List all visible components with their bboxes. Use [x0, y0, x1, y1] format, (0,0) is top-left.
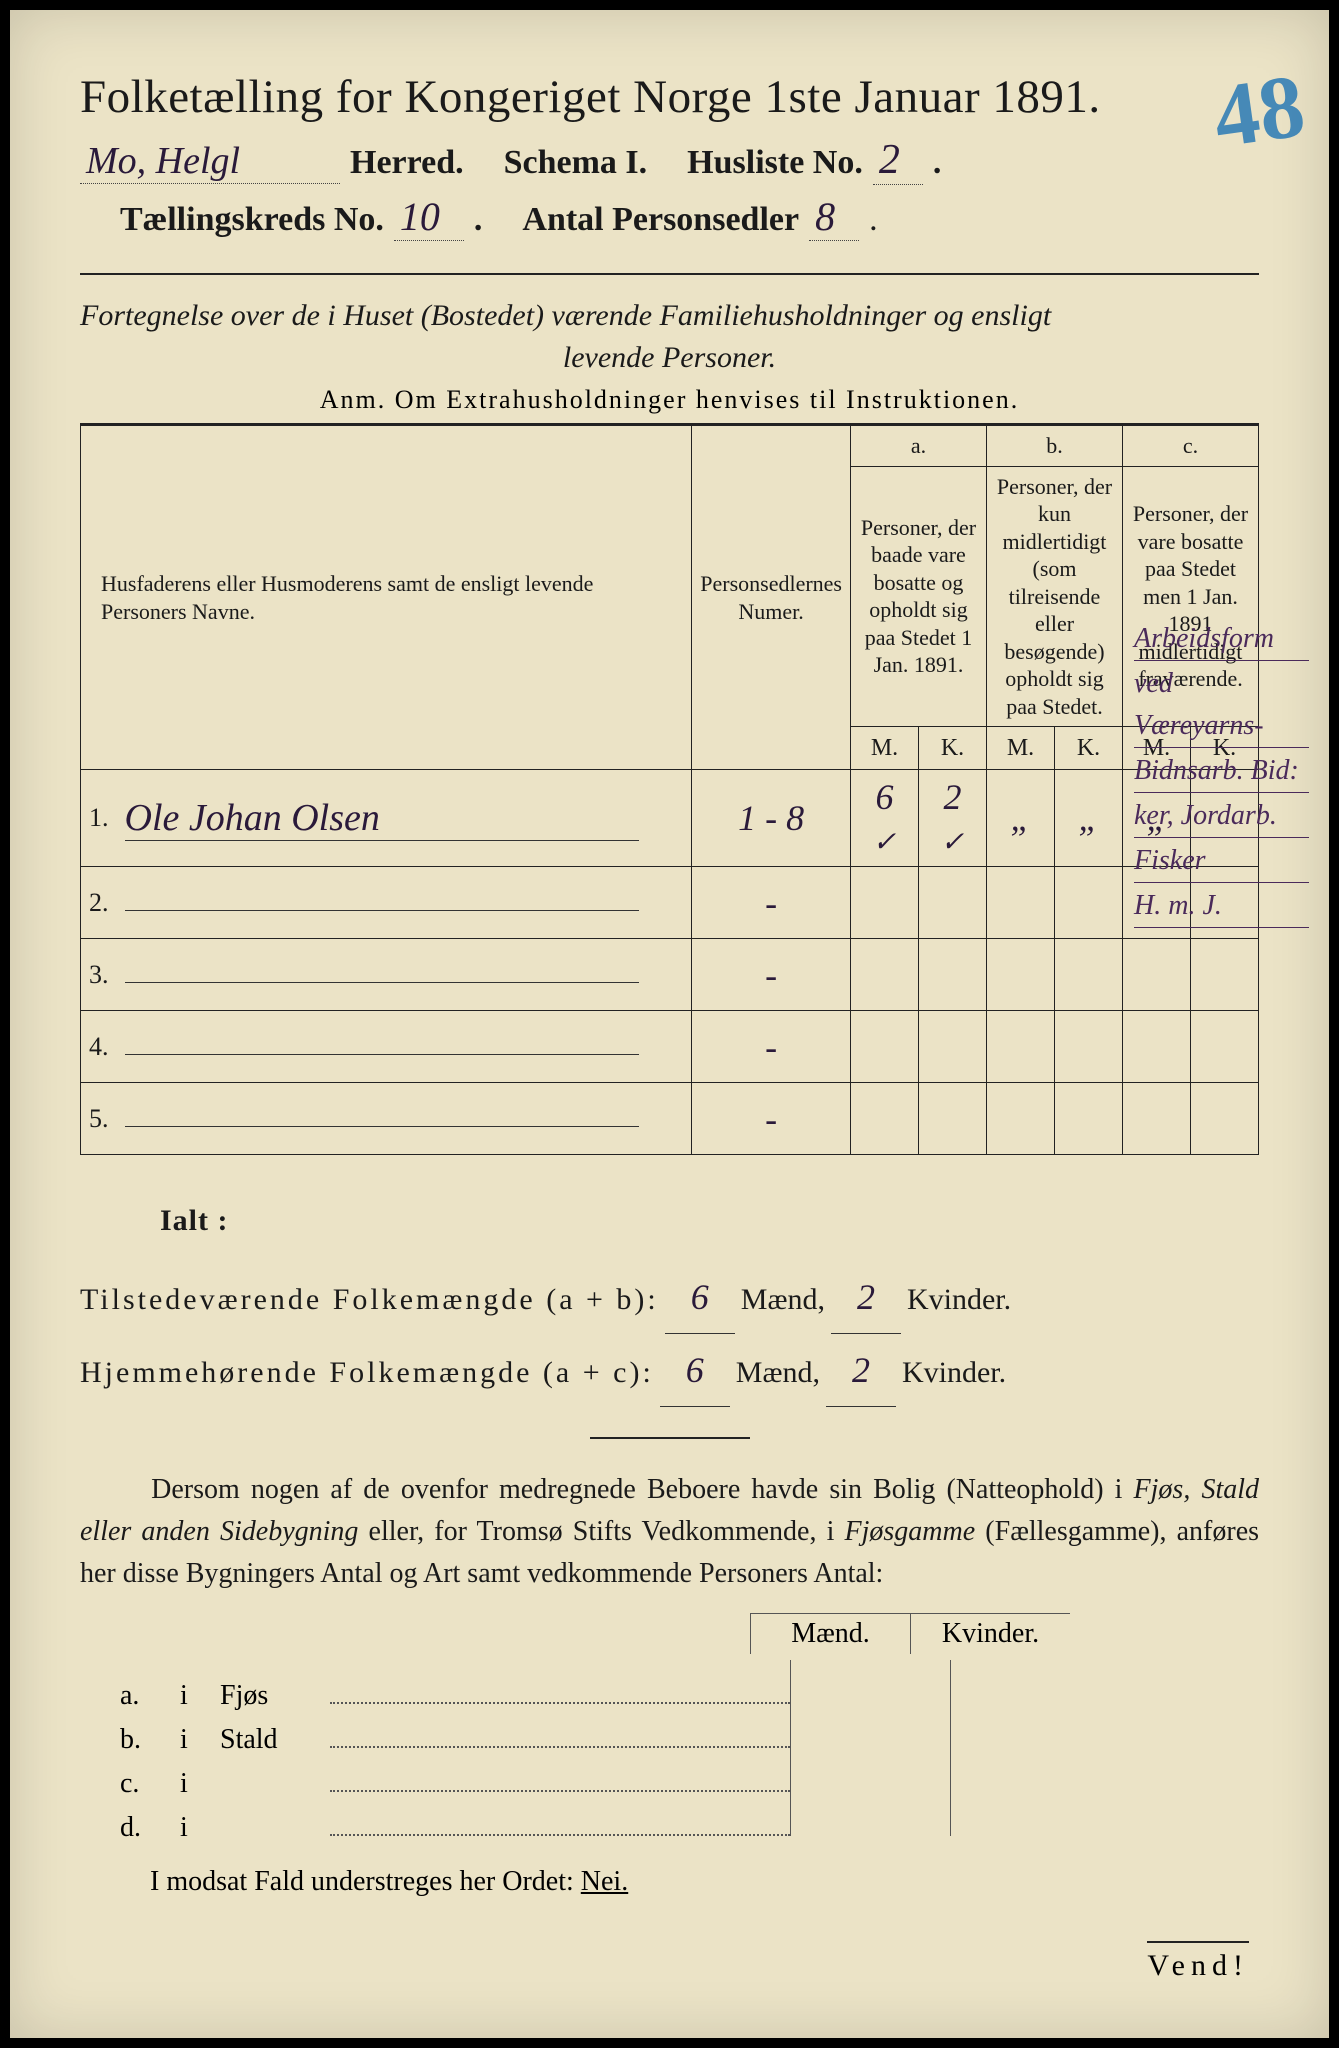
table-row: 2. - [81, 867, 1259, 939]
subheader: Fortegnelse over de i Huset (Bostedet) v… [80, 295, 1259, 379]
main-title: Folketælling for Kongeriget Norge 1ste J… [80, 70, 1259, 124]
census-form-page: 48 Folketælling for Kongeriget Norge 1st… [10, 10, 1329, 2038]
building-table: Mænd. Kvinder. a. i Fjøs b. i Stald c. i… [120, 1613, 1259, 1836]
col-name: Husfaderens eller Husmoderens samt de en… [81, 425, 692, 770]
kreds-value: 10 [394, 193, 464, 241]
col-b-k: K. [1055, 727, 1123, 770]
table-row: 5. - [81, 1083, 1259, 1155]
short-divider [590, 1437, 750, 1439]
husliste-label: Husliste No. [687, 144, 863, 182]
col-a: Personer, der baade vare bosatte og opho… [851, 466, 987, 727]
para-t1: Dersom nogen af de ovenfor medregnede Be… [151, 1474, 1133, 1505]
schema-label: Schema I. [504, 144, 648, 182]
subheader-line1: Fortegnelse over de i Huset (Bostedet) v… [80, 299, 1051, 332]
margin-note-line: H. m. J. [1134, 885, 1309, 928]
col-a-top: a. [851, 425, 987, 467]
census-table: Husfaderens eller Husmoderens samt de en… [80, 423, 1259, 1155]
antal-label: Antal Personsedler [522, 201, 799, 239]
maend-label: Mænd, [741, 1270, 825, 1330]
header-line-3: Tællingskreds No. 10 . Antal Personsedle… [80, 193, 1259, 241]
building-paragraph: Dersom nogen af de ovenfor medregnede Be… [80, 1469, 1259, 1595]
margin-handwritten-notes: Arbeidsformved Væreyarns-Bidnsarb. Bid:k… [1134, 618, 1309, 930]
ialt-label: Ialt : [160, 1191, 1259, 1251]
maend-label2: Mænd, [736, 1343, 820, 1403]
nei-word: Nei. [581, 1866, 628, 1897]
col-b-m: M. [987, 727, 1055, 770]
building-row: a. i Fjøs [120, 1660, 1259, 1704]
margin-note-line: Fisker [1134, 840, 1309, 883]
subheader-line2: levende Personer. [80, 337, 1259, 379]
table-row: 4. - [81, 1011, 1259, 1083]
margin-note-line: Bidnsarb. Bid: [1134, 750, 1309, 793]
home-m: 6 [660, 1334, 730, 1407]
building-row: d. i [120, 1792, 1259, 1836]
table-row: 1. Ole Johan Olsen 1 - 8 6✓ 2✓ „ „ „ [81, 770, 1259, 867]
home-k: 2 [826, 1334, 896, 1407]
col-a-k: K. [919, 727, 987, 770]
kvinder-label: Kvinder. [907, 1270, 1011, 1330]
table-row: 3. - [81, 939, 1259, 1011]
para-it2: Fjøsgamme [845, 1516, 976, 1547]
margin-note-line: ker, Jordarb. [1134, 795, 1309, 838]
kreds-label: Tællingskreds No. [120, 201, 384, 239]
bldg-head-k: Kvinder. [910, 1613, 1070, 1654]
col-c-top: c. [1123, 425, 1259, 467]
nei-pre: I modsat Fald understreges her Ordet: [150, 1866, 574, 1897]
page-corner-number: 48 [1207, 54, 1310, 169]
margin-note-line: ved Væreyarns- [1134, 663, 1309, 748]
husliste-value: 2 [873, 136, 923, 185]
col-b-top: b. [987, 425, 1123, 467]
anm-note: Anm. Om Extrahusholdninger henvises til … [80, 385, 1259, 415]
present-k: 2 [831, 1261, 901, 1334]
margin-note-line: Arbeidsform [1134, 618, 1309, 661]
para-t2: eller, for Tromsø Stifts Vedkommende, i [369, 1516, 845, 1547]
header-line-2: Mo, Helgl Herred. Schema I. Husliste No.… [80, 136, 1259, 185]
antal-value: 8 [809, 193, 859, 241]
kvinder-label2: Kvinder. [902, 1343, 1006, 1403]
col-num: Personsedlernes Numer. [692, 425, 851, 770]
nei-line: I modsat Fald understreges her Ordet: Ne… [150, 1866, 1259, 1898]
present-label: Tilstedeværende Folkemængde (a + b): [80, 1270, 659, 1330]
bldg-head-m: Mænd. [750, 1613, 910, 1654]
herred-label: Herred. [350, 144, 464, 182]
vend-label: Vend! [1147, 1941, 1249, 1983]
present-m: 6 [665, 1261, 735, 1334]
totals-block: Ialt : Tilstedeværende Folkemængde (a + … [80, 1191, 1259, 1407]
col-b: Personer, der kun midlertidigt (som tilr… [987, 466, 1123, 727]
col-a-m: M. [851, 727, 919, 770]
herred-value: Mo, Helgl [80, 139, 340, 184]
divider [80, 273, 1259, 275]
home-label: Hjemmehørende Folkemængde (a + c): [80, 1343, 654, 1403]
